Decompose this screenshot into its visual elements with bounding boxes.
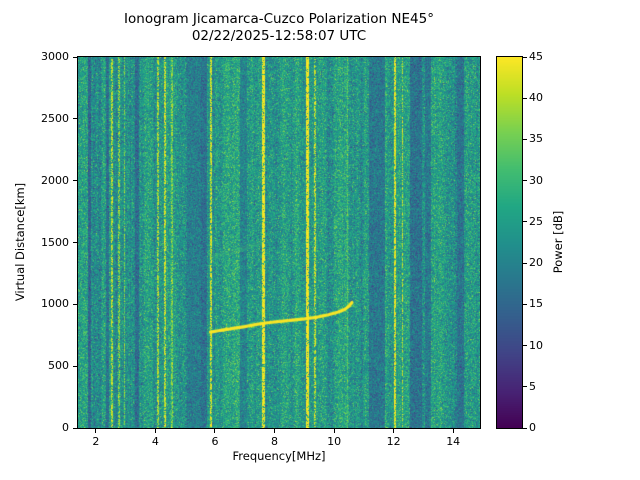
colorbar-tick-label: 40 xyxy=(529,91,543,105)
y-tick-label: 3000 xyxy=(41,50,69,63)
y-axis-label: Virtual Distance[km] xyxy=(13,182,27,302)
y-tick-label: 500 xyxy=(48,359,69,373)
colorbar-tick-mark xyxy=(523,180,527,182)
x-tick-mark xyxy=(95,429,97,433)
colorbar-tick-mark xyxy=(523,262,527,264)
plot-area xyxy=(77,56,481,429)
y-tick-mark xyxy=(73,427,77,429)
x-tick-mark xyxy=(154,429,156,433)
x-tick-mark xyxy=(214,429,216,433)
chart-title-line2: 02/22/2025-12:58:07 UTC xyxy=(191,28,367,44)
colorbar-tick-label: 20 xyxy=(529,256,543,270)
colorbar-tick-mark xyxy=(523,427,527,429)
x-tick-label: 10 xyxy=(327,435,342,448)
colorbar-canvas xyxy=(497,57,522,428)
colorbar xyxy=(496,56,523,429)
x-tick-label: 6 xyxy=(211,435,219,448)
y-tick-mark xyxy=(73,56,77,58)
colorbar-tick-mark xyxy=(523,56,527,58)
y-tick-label: 0 xyxy=(62,421,69,434)
colorbar-tick-label: 30 xyxy=(529,173,543,187)
y-tick-mark xyxy=(73,242,77,243)
colorbar-tick-mark xyxy=(523,303,527,305)
y-tick-label: 2500 xyxy=(41,111,69,125)
y-tick-mark xyxy=(73,180,77,182)
x-tick-label: 8 xyxy=(271,435,279,448)
x-tick-mark xyxy=(274,429,276,433)
colorbar-tick-mark xyxy=(523,345,527,347)
chart-title-line1: Ionogram Jicamarca-Cuzco Polarization NE… xyxy=(124,11,434,27)
colorbar-tick-mark xyxy=(523,138,527,140)
x-tick-mark xyxy=(393,429,395,433)
colorbar-tick-label: 5 xyxy=(529,379,536,393)
colorbar-tick-label: 10 xyxy=(529,338,543,352)
x-tick-label: 14 xyxy=(446,435,461,448)
x-tick-label: 2 xyxy=(92,435,100,448)
y-tick-label: 2000 xyxy=(41,173,69,187)
x-tick-label: 4 xyxy=(151,435,159,448)
colorbar-label: Power [dB] xyxy=(551,210,565,274)
y-tick-label: 1500 xyxy=(41,235,69,249)
y-tick-label: 1000 xyxy=(41,297,69,311)
x-tick-mark xyxy=(333,429,335,433)
colorbar-tick-label: 15 xyxy=(529,297,543,311)
x-axis-label: Frequency[MHz] xyxy=(232,449,326,463)
y-tick-mark xyxy=(73,303,77,305)
y-tick-mark xyxy=(73,118,77,120)
heatmap-canvas xyxy=(78,57,480,428)
colorbar-tick-mark xyxy=(523,386,527,388)
y-tick-mark xyxy=(73,365,77,367)
colorbar-tick-mark xyxy=(523,97,527,99)
x-tick-label: 12 xyxy=(386,435,401,448)
colorbar-tick-label: 45 xyxy=(529,50,543,63)
x-tick-mark xyxy=(452,429,454,433)
colorbar-tick-mark xyxy=(523,221,527,223)
colorbar-tick-label: 35 xyxy=(529,132,543,146)
colorbar-tick-label: 25 xyxy=(529,214,543,228)
colorbar-tick-label: 0 xyxy=(529,421,536,434)
chart-title: Ionogram Jicamarca-Cuzco Polarization NE… xyxy=(78,11,480,45)
